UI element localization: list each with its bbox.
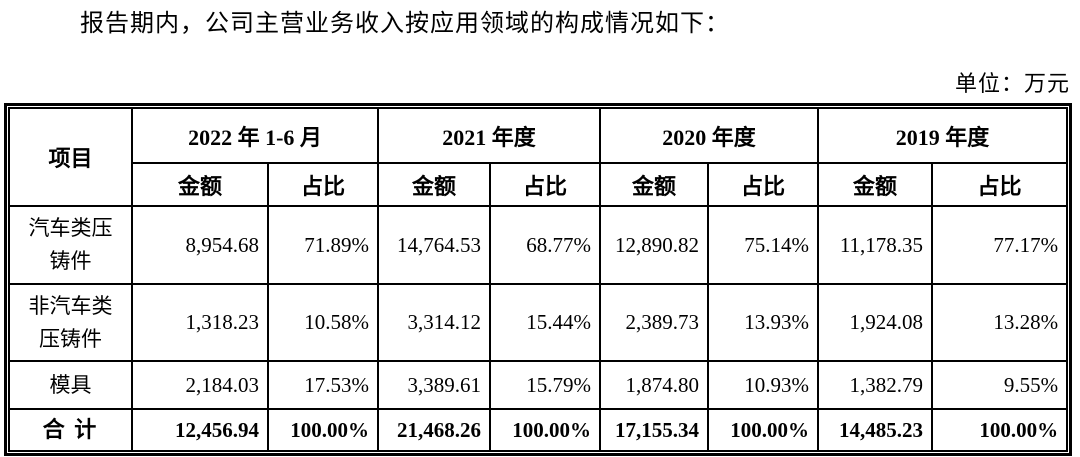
subheader-amount: 金额 — [817, 162, 934, 207]
ratio-cell: 100.00% — [931, 408, 1069, 452]
table-row-molds: 模具 2,184.03 17.53% 3,389.61 15.79% 1,874… — [8, 360, 1069, 410]
item-cell: 非汽车类压铸件 — [8, 283, 133, 362]
header-row-periods: 项目 2022 年 1-6 月 2021 年度 2020 年度 2019 年度 — [8, 107, 1069, 207]
ratio-cell: 75.14% — [707, 205, 820, 285]
amount-cell: 3,389.61 — [377, 360, 492, 410]
revenue-by-application-table: 项目 2022 年 1-6 月 2021 年度 2020 年度 2019 年度 … — [8, 107, 1069, 452]
ratio-cell: 9.55% — [931, 360, 1069, 410]
ratio-cell: 13.93% — [707, 283, 820, 362]
amount-cell: 2,389.73 — [599, 283, 710, 362]
amount-cell: 11,178.35 — [817, 205, 934, 285]
amount-cell: 1,924.08 — [817, 283, 934, 362]
total-row: 合 计 12,456.94 100.00% 21,468.26 100.00% … — [8, 408, 1069, 452]
amount-cell: 21,468.26 — [377, 408, 492, 452]
amount-cell: 3,314.12 — [377, 283, 492, 362]
column-header-item: 项目 — [8, 107, 133, 207]
column-header-period-2022: 2022 年 1-6 月 — [130, 107, 380, 164]
amount-cell: 17,155.34 — [599, 408, 710, 452]
ratio-cell: 10.58% — [266, 283, 380, 362]
amount-cell: 1,318.23 — [131, 283, 269, 362]
subheader-ratio: 占比 — [707, 162, 820, 207]
ratio-cell: 15.79% — [489, 360, 602, 410]
column-header-period-2019: 2019 年度 — [817, 107, 1069, 164]
ratio-cell: 17.53% — [266, 360, 380, 410]
ratio-cell: 100.00% — [707, 408, 820, 452]
revenue-table-border: 项目 2022 年 1-6 月 2021 年度 2020 年度 2019 年度 … — [4, 103, 1072, 456]
column-header-period-2020: 2020 年度 — [599, 107, 820, 164]
unit-label: 单位：万元 — [954, 71, 1070, 96]
item-cell: 汽车类压铸件 — [8, 205, 133, 285]
table-row-nonauto-castings: 非汽车类压铸件 1,318.23 10.58% 3,314.12 15.44% … — [8, 283, 1069, 362]
subheader-amount: 金额 — [599, 162, 710, 207]
amount-cell: 14,764.53 — [377, 205, 492, 285]
column-header-period-2021: 2021 年度 — [377, 107, 602, 164]
ratio-cell: 13.28% — [931, 283, 1069, 362]
subheader-amount: 金额 — [131, 162, 269, 207]
amount-cell: 12,456.94 — [131, 408, 269, 452]
ratio-cell: 77.17% — [931, 205, 1069, 285]
subheader-ratio: 占比 — [266, 162, 380, 207]
ratio-cell: 100.00% — [266, 408, 380, 452]
subheader-ratio: 占比 — [489, 162, 602, 207]
subheader-amount: 金额 — [377, 162, 492, 207]
ratio-cell: 71.89% — [266, 205, 380, 285]
ratio-cell: 100.00% — [489, 408, 602, 452]
amount-cell: 1,874.80 — [599, 360, 710, 410]
amount-cell: 8,954.68 — [131, 205, 269, 285]
ratio-cell: 68.77% — [489, 205, 602, 285]
amount-cell: 1,382.79 — [817, 360, 934, 410]
subheader-ratio: 占比 — [931, 162, 1069, 207]
ratio-cell: 10.93% — [707, 360, 820, 410]
table-row-auto-castings: 汽车类压铸件 8,954.68 71.89% 14,764.53 68.77% … — [8, 205, 1069, 285]
ratio-cell: 15.44% — [489, 283, 602, 362]
item-cell: 模具 — [8, 360, 133, 410]
header-row-subcolumns: 金额 占比 金额 占比 金额 占比 金额 占比 — [9, 162, 1069, 207]
amount-cell: 2,184.03 — [131, 360, 269, 410]
amount-cell: 12,890.82 — [599, 205, 710, 285]
amount-cell: 14,485.23 — [817, 408, 934, 452]
intro-paragraph: 报告期内，公司主营业务收入按应用领域的构成情况如下： — [80, 11, 730, 37]
total-label-cell: 合 计 — [8, 408, 133, 452]
